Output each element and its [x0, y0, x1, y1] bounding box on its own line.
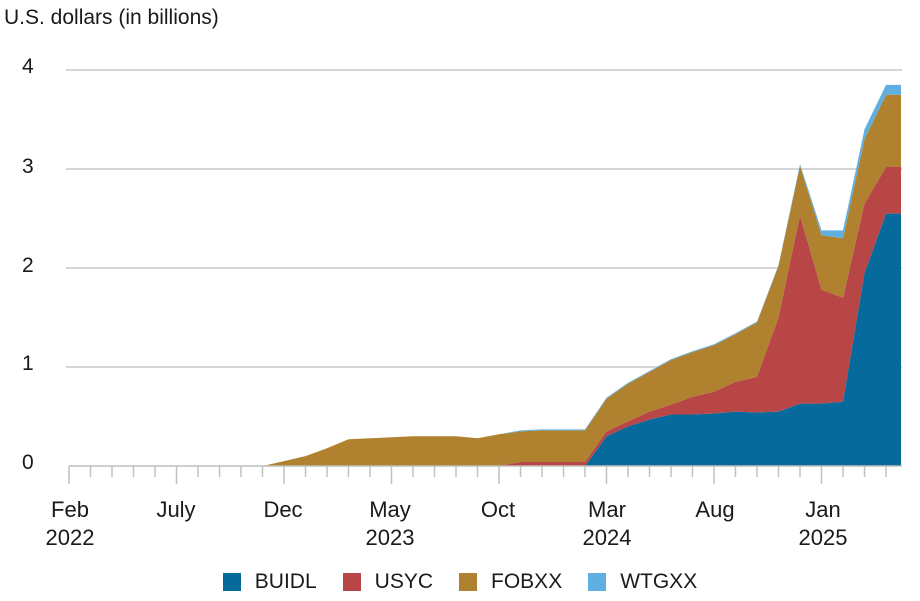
legend-label: USYC	[374, 570, 434, 593]
legend-label: WTGXX	[620, 570, 698, 593]
y-axis-title: U.S. dollars (in billions)	[4, 6, 219, 29]
legend-item-buidl: BUIDL	[222, 570, 317, 594]
y-tick-1: 1	[22, 352, 34, 375]
area-buidl	[69, 213, 901, 466]
x-axis	[68, 465, 902, 484]
legend-item-wtgxx: WTGXX	[588, 570, 697, 594]
x-tick-label-dec: Dec	[263, 497, 303, 522]
x-tick-label-july: July	[156, 497, 196, 522]
legend-swatch-icon	[342, 573, 361, 591]
legend-swatch-icon	[459, 573, 478, 591]
legend-swatch-icon	[222, 573, 241, 591]
legend-label: BUIDL	[254, 570, 317, 593]
y-tick-3: 3	[22, 155, 34, 178]
stacked-areas	[69, 84, 901, 467]
x-tick-label-feb-2022: Feb 2022	[45, 497, 95, 550]
y-tick-0: 0	[22, 451, 34, 474]
x-tick-label-may-2023: May 2023	[365, 497, 415, 550]
legend-item-fobxx: FOBXX	[459, 570, 562, 594]
x-tick-label-jan-2025: Jan 2025	[798, 497, 848, 550]
area-fobxx	[69, 94, 901, 467]
x-tick-label-aug: Aug	[695, 497, 735, 522]
legend-label: FOBXX	[491, 570, 563, 593]
x-tick-label-mar-2024: Mar 2024	[582, 497, 632, 550]
legend-item-usyc: USYC	[342, 570, 434, 594]
y-tick-2: 2	[22, 254, 34, 277]
y-tick-4: 4	[22, 55, 34, 78]
x-tick-label-oct: Oct	[480, 497, 516, 522]
legend: BUIDL USYC FOBXX WTGXX	[0, 570, 920, 594]
legend-swatch-icon	[588, 573, 607, 591]
